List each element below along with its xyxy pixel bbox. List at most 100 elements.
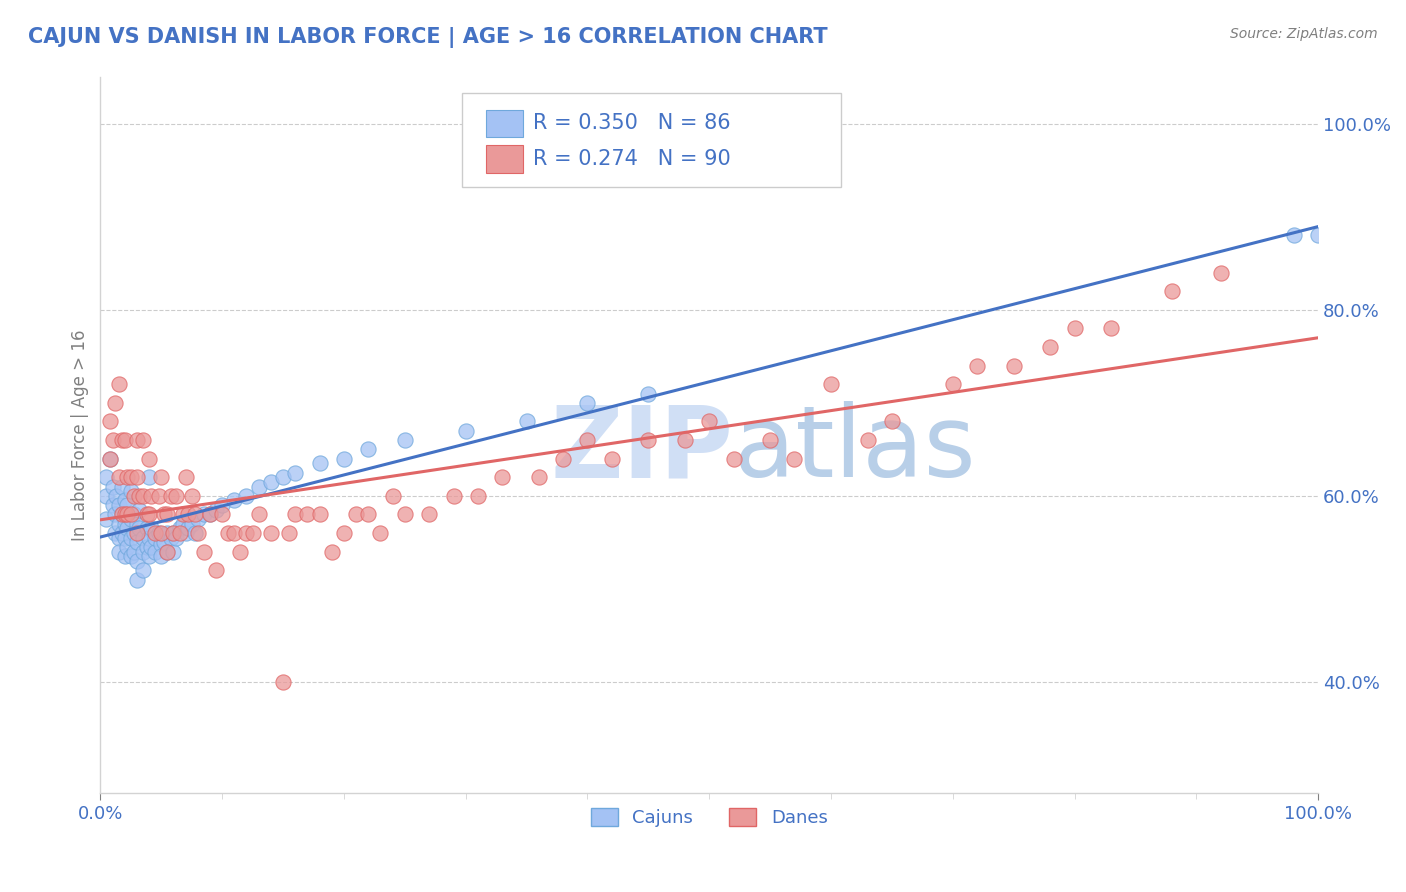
Point: [357, 508, 380, 522]
Point: [128, 502, 150, 516]
Point: [187, 512, 209, 526]
Point: [284, 466, 307, 480]
Point: [174, 470, 197, 484]
Point: [172, 516, 194, 531]
Point: [114, 531, 136, 545]
Point: [229, 544, 252, 558]
Point: [381, 489, 404, 503]
Point: [454, 424, 477, 438]
Point: [235, 526, 257, 541]
Point: [172, 508, 194, 522]
Point: [278, 526, 301, 541]
Point: [107, 516, 129, 531]
Point: [169, 526, 191, 541]
Point: [966, 359, 988, 373]
Point: [111, 479, 134, 493]
Point: [98, 414, 121, 428]
Point: [125, 535, 148, 549]
Point: [96, 512, 118, 526]
Point: [141, 489, 163, 503]
Text: atlas: atlas: [734, 401, 976, 499]
Point: [217, 526, 239, 541]
Point: [516, 414, 538, 428]
Point: [333, 451, 356, 466]
Point: [443, 489, 465, 503]
Point: [107, 531, 129, 545]
Point: [150, 549, 173, 564]
Point: [107, 498, 129, 512]
Point: [333, 526, 356, 541]
Point: [115, 470, 138, 484]
Text: ZIP: ZIP: [551, 401, 734, 499]
Point: [1002, 359, 1025, 373]
Point: [174, 526, 197, 541]
Point: [759, 433, 782, 447]
Point: [156, 508, 179, 522]
Point: [101, 433, 124, 447]
Point: [198, 508, 221, 522]
Point: [148, 489, 170, 503]
Point: [284, 508, 307, 522]
Point: [260, 526, 283, 541]
Point: [96, 470, 118, 484]
Text: R = 0.350   N = 86: R = 0.350 N = 86: [533, 113, 730, 133]
Point: [198, 508, 221, 522]
Point: [120, 531, 142, 545]
Point: [105, 489, 128, 503]
Point: [1039, 340, 1062, 354]
Point: [124, 508, 146, 522]
Point: [128, 489, 150, 503]
Point: [1308, 228, 1330, 243]
Point: [96, 489, 118, 503]
Point: [111, 508, 134, 522]
Point: [115, 498, 138, 512]
Point: [271, 674, 294, 689]
Point: [942, 377, 965, 392]
Point: [160, 531, 183, 545]
Point: [143, 544, 166, 558]
Point: [467, 489, 489, 503]
Point: [162, 526, 184, 541]
Point: [150, 526, 173, 541]
FancyBboxPatch shape: [486, 110, 523, 136]
Point: [104, 526, 127, 541]
Point: [115, 540, 138, 554]
Point: [125, 470, 148, 484]
Point: [820, 377, 842, 392]
Point: [394, 433, 416, 447]
Point: [637, 386, 659, 401]
Point: [111, 508, 134, 522]
Text: R = 0.274   N = 90: R = 0.274 N = 90: [533, 149, 730, 169]
Point: [156, 526, 179, 541]
Point: [1099, 321, 1122, 335]
Point: [98, 451, 121, 466]
Point: [107, 544, 129, 558]
Point: [98, 451, 121, 466]
Point: [673, 433, 696, 447]
Point: [321, 544, 343, 558]
Point: [132, 544, 155, 558]
Point: [156, 544, 179, 558]
Point: [370, 526, 392, 541]
Point: [152, 535, 174, 549]
Point: [125, 526, 148, 541]
Point: [132, 563, 155, 577]
Point: [124, 489, 146, 503]
Point: [114, 549, 136, 564]
Point: [723, 451, 745, 466]
Point: [138, 508, 160, 522]
Point: [104, 396, 127, 410]
Point: [527, 470, 550, 484]
Point: [576, 396, 599, 410]
Point: [235, 489, 257, 503]
Point: [242, 526, 264, 541]
Point: [162, 526, 184, 541]
Point: [115, 521, 138, 535]
Point: [165, 531, 187, 545]
Point: [132, 489, 155, 503]
Point: [418, 508, 440, 522]
Point: [211, 498, 233, 512]
Point: [344, 508, 367, 522]
Point: [141, 540, 163, 554]
Point: [224, 493, 246, 508]
